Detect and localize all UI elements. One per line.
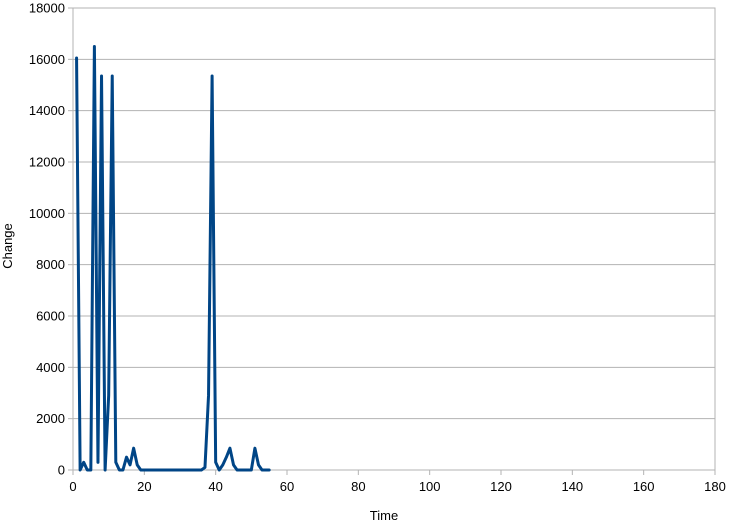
y-axis-title: Change [0, 223, 15, 269]
y-tick-label: 6000 [36, 309, 65, 324]
series-line [75, 45, 271, 472]
x-tick-label: 100 [419, 479, 441, 494]
y-axis-ticks: 0 2000 4000 6000 8000 10000 12000 14000 16000 180… [29, 1, 73, 478]
x-tick-label: 140 [561, 479, 583, 494]
series-layer [75, 45, 271, 472]
y-tick-label: 8000 [36, 257, 65, 272]
x-tick-label: 160 [633, 479, 655, 494]
x-axis-title: Time [370, 508, 398, 523]
y-tick-label: 10000 [29, 206, 65, 221]
y-tick-label: 4000 [36, 360, 65, 375]
x-tick-label: 0 [69, 479, 76, 494]
x-tick-label: 80 [351, 479, 365, 494]
x-axis-ticks: 0 20 40 60 80 100 120 140 160 180 [69, 470, 726, 494]
y-tick-label: 12000 [29, 155, 65, 170]
x-tick-label: 20 [137, 479, 151, 494]
y-tick-label: 18000 [29, 1, 65, 16]
y-tick-label: 16000 [29, 52, 65, 67]
x-tick-label: 120 [490, 479, 512, 494]
y-tick-label: 0 [58, 463, 65, 478]
plot-border [72, 7, 716, 471]
x-tick-label: 40 [208, 479, 222, 494]
x-tick-label: 180 [704, 479, 726, 494]
x-tick-label: 60 [280, 479, 294, 494]
plot-frame [72, 7, 716, 471]
y-tick-label: 14000 [29, 103, 65, 118]
gridlines [73, 7, 715, 471]
y-tick-label: 2000 [36, 411, 65, 426]
